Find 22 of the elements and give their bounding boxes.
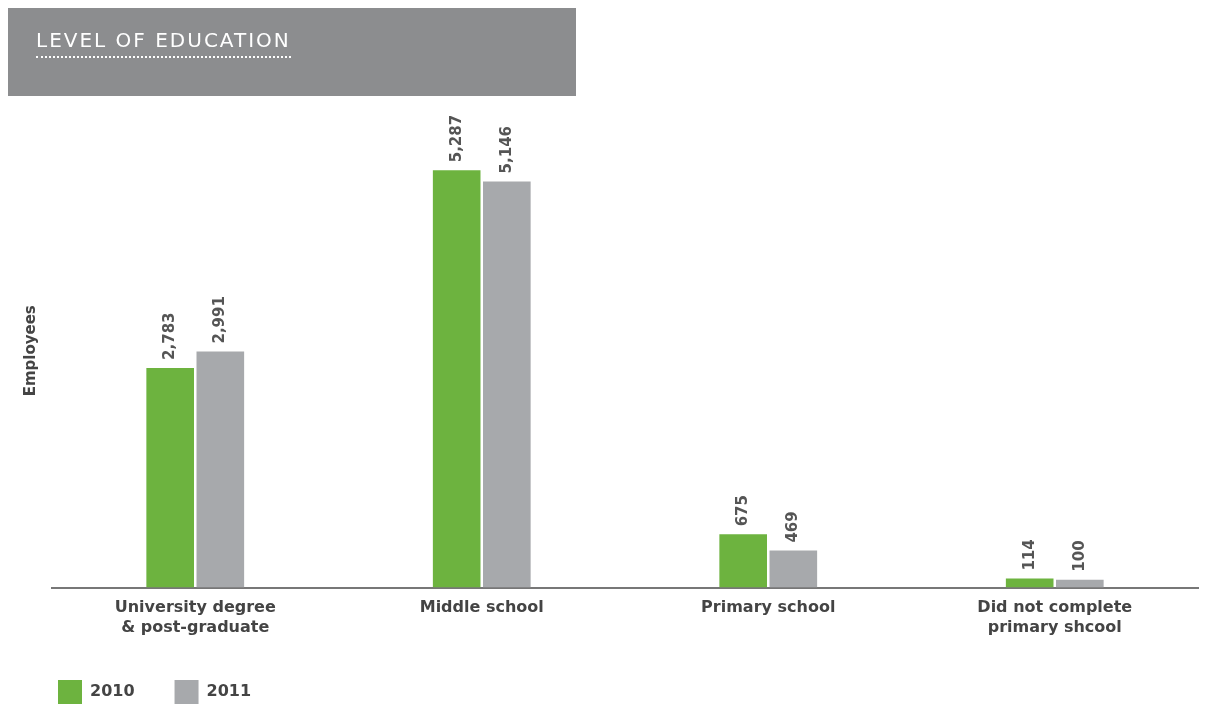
bar: [146, 367, 194, 588]
x-tick-label: University degree & post-graduate: [114, 597, 276, 636]
bar: [196, 351, 245, 588]
data-label: 2,783: [160, 312, 179, 360]
x-tick-label: Primary school: [701, 597, 836, 617]
x-tick-label: Middle school: [419, 597, 544, 617]
bar: [432, 170, 481, 588]
data-label: 469: [783, 511, 802, 543]
legend-label: 2010: [90, 681, 135, 701]
data-label: 2,991: [210, 296, 229, 344]
data-label: 5,287: [446, 114, 465, 163]
data-label: 675: [733, 495, 752, 527]
y-axis-title: Employees: [20, 305, 39, 397]
legend-label: 2011: [206, 681, 252, 701]
bar: [719, 534, 767, 588]
data-label: 5,146: [496, 125, 515, 174]
data-label: 114: [1019, 539, 1038, 571]
chart-title: LEVEL OF EDUCATION: [36, 28, 291, 58]
x-tick-label: Did not complete primary shcool: [977, 597, 1133, 636]
bar: [483, 181, 531, 588]
data-label: 100: [1069, 540, 1088, 572]
bar: [769, 550, 818, 588]
